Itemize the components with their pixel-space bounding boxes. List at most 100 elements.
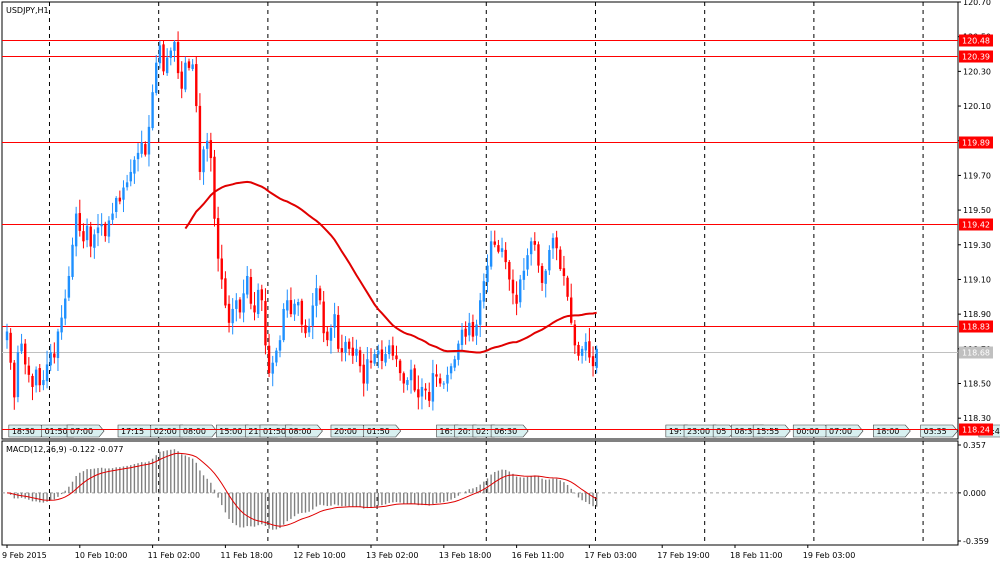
candle-body [155, 62, 158, 93]
candle-body [216, 218, 220, 259]
period-separators [48, 2, 924, 439]
candle-body [333, 314, 336, 328]
candle-body [428, 391, 431, 401]
candle-body [449, 366, 453, 374]
candle-body [300, 300, 304, 325]
candle-body [537, 244, 540, 266]
candle-body [278, 340, 282, 351]
candle-body [271, 362, 274, 374]
candle-body [53, 353, 56, 358]
price-tick-label: 119.70 [963, 171, 991, 180]
candle-body [100, 223, 103, 227]
candle-body [489, 241, 493, 267]
candle-body [213, 156, 216, 219]
time-tick-label: 13 Feb 02:00 [366, 551, 418, 560]
price-tick-label: 118.90 [963, 310, 991, 319]
time-tick-label: 17 Feb 19:00 [657, 551, 709, 560]
level-badge-label: 120.39 [962, 53, 990, 62]
candle-body [60, 317, 63, 333]
candle-body [227, 303, 231, 323]
candle-body [93, 234, 96, 248]
macd-pane[interactable]: MACD(12,26,9) -0.122 -0.077 [1, 440, 959, 546]
level-badge-label: 120.48 [962, 37, 990, 46]
candle-body [169, 50, 172, 58]
candle-body [570, 297, 573, 323]
event-marker-label: 15:55 [756, 427, 779, 436]
candle-body [500, 248, 504, 252]
price-pane[interactable]: 18:3001:5007:0017:1502:0008:0015:0021:00… [1, 1, 1000, 440]
level-badge [959, 218, 993, 231]
candle-body [184, 62, 187, 90]
time-axis: 9 Feb 2015 10 Feb 10:00 11 Feb 02:00 11 Feb… [2, 545, 855, 560]
candle-body [329, 328, 333, 341]
candle-body [347, 341, 351, 349]
candle-body [198, 105, 202, 172]
time-tick-label: 13 Feb 18:00 [439, 551, 491, 560]
candle-body [497, 245, 500, 252]
candle-body [195, 64, 198, 107]
candle-body [322, 301, 325, 334]
time-tick-label: 9 Feb 2015 [2, 551, 47, 560]
candle-body [111, 213, 114, 220]
candle-body [409, 369, 413, 381]
candle-body [140, 142, 143, 154]
candle-body [573, 324, 577, 346]
candle-body [246, 275, 249, 295]
level-badges: 120.48 120.39 119.89 119.42 118.83 118.24 118.… [959, 34, 993, 436]
candle-body [453, 359, 456, 368]
candle-body [307, 326, 311, 333]
candle-body [180, 71, 183, 89]
candle-body [362, 364, 365, 384]
candle-body [96, 227, 100, 234]
event-marker-label: 20:00 [334, 427, 357, 436]
event-marker-label: 20: [458, 427, 471, 436]
event-marker-label: 17:15 [121, 427, 144, 436]
candle-body [384, 354, 387, 363]
candle-body [438, 378, 442, 384]
candle-body [64, 298, 67, 319]
symbol-label: USDJPY,H1 [6, 6, 49, 15]
candle-body [118, 197, 122, 202]
price-tick-label: 119.50 [963, 206, 991, 215]
candle-body [71, 244, 74, 277]
macd-signal-line [6, 452, 597, 527]
time-tick-label: 11 Feb 18:00 [220, 551, 272, 560]
candle-body [540, 266, 544, 283]
event-marker [920, 424, 959, 438]
candle-body [479, 300, 482, 325]
event-marker-label: 18:00 [876, 427, 899, 436]
candle-body [566, 277, 569, 297]
event-marker [752, 424, 791, 438]
event-marker [873, 424, 911, 438]
candle-body [107, 220, 111, 237]
candle-body [187, 61, 191, 68]
level-badge-label: 119.89 [962, 139, 990, 148]
candle-body [238, 299, 242, 313]
current-price-label: 118.68 [962, 349, 990, 358]
candle-body [402, 373, 405, 384]
level-badge [959, 34, 993, 47]
candle-body [89, 226, 92, 247]
candle-body [151, 92, 154, 129]
candle-body [366, 359, 369, 384]
candle-body [471, 321, 475, 337]
candle-body [431, 373, 435, 402]
candle-body [406, 380, 409, 385]
candle-body [31, 375, 34, 387]
price-tick-label: 118.30 [963, 414, 991, 423]
candle-body [529, 241, 533, 255]
candle-body [249, 277, 253, 304]
candle-body [337, 314, 340, 349]
candle-body [551, 237, 555, 249]
candle-body [580, 348, 584, 356]
event-marker-label: 02: [476, 427, 489, 436]
price-tick-label: 118.50 [963, 380, 991, 389]
macd-tick-label: 0.357 [963, 441, 986, 450]
time-tick-label: 16 Feb 11:00 [512, 551, 564, 560]
candle-body [49, 352, 52, 366]
candle-body [588, 341, 591, 358]
event-marker-label: 05 [716, 427, 726, 436]
candle-body [78, 213, 81, 231]
event-marker-label: 08:00 [183, 427, 206, 436]
candle-body [464, 328, 467, 337]
